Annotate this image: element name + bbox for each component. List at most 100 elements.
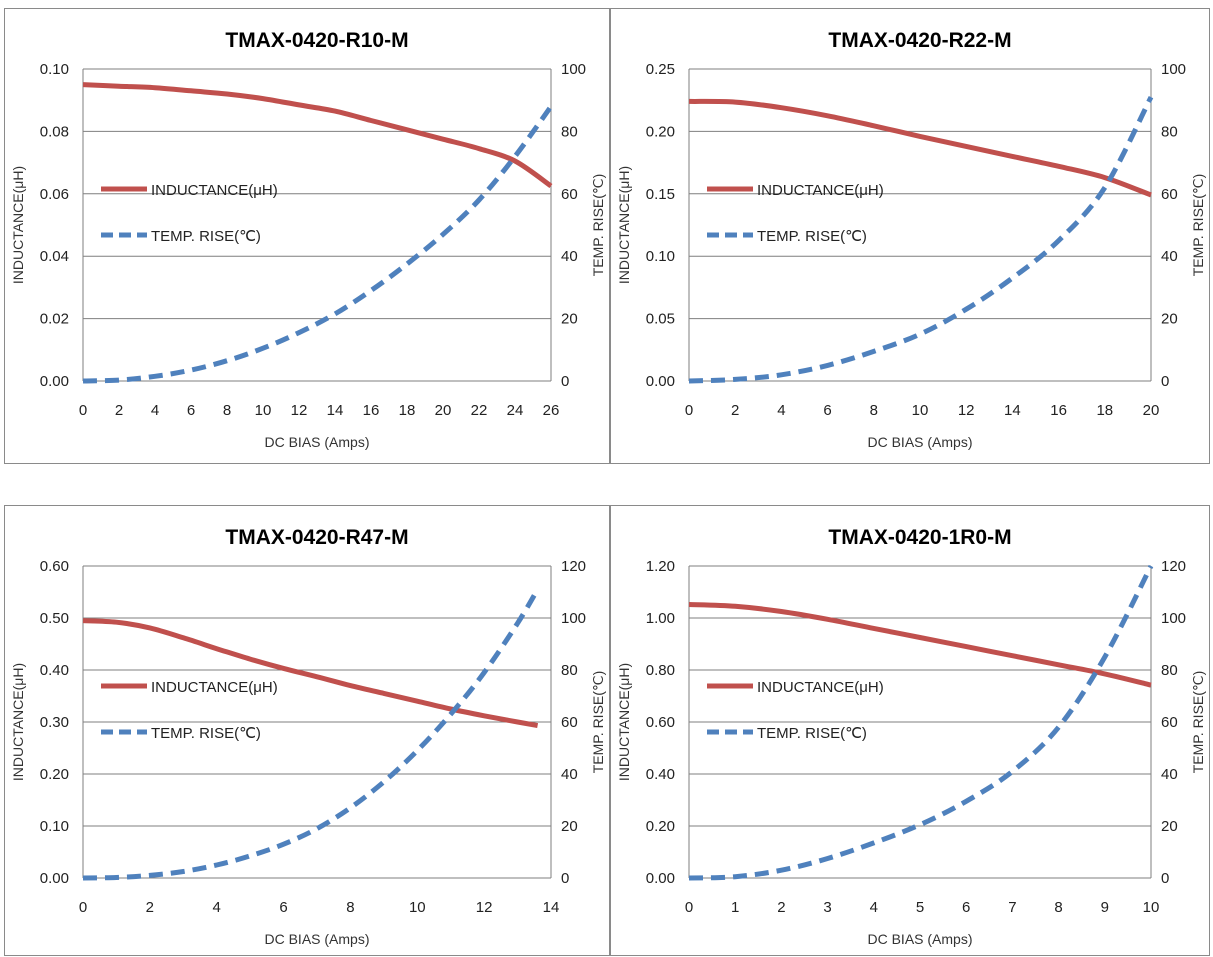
y2-axis-title: TEMP. RISE(℃) — [1190, 671, 1206, 774]
y2-tick-label: 0 — [561, 870, 569, 887]
x-tick-label: 6 — [823, 402, 831, 419]
chart-panel-r10: TMAX-0420-R10-M 0.00 0.02 0.04 0.06 0.08 0.10 0… — [4, 8, 610, 464]
y-axis-title: INDUCTANCE(μH) — [616, 663, 632, 781]
y2-tick-label: 60 — [561, 714, 578, 731]
x-tick-label: 14 — [327, 402, 344, 419]
x-tick-label: 8 — [870, 402, 878, 419]
x-tick-label: 3 — [823, 899, 831, 916]
y-tick-label: 0.04 — [40, 248, 69, 265]
y2-tick-label: 120 — [1161, 558, 1186, 575]
inductance-line — [688, 602, 1152, 688]
x-tick-label: 4 — [213, 899, 221, 916]
y-tick-label: 0.00 — [646, 870, 675, 887]
y2-tick-label: 20 — [1161, 818, 1178, 835]
x-tick-label: 7 — [1008, 899, 1016, 916]
x-tick-label: 10 — [409, 899, 426, 916]
y-tick-label: 1.00 — [646, 610, 675, 627]
y-tick-label: 0.02 — [40, 311, 69, 328]
y-tick-label: 0.05 — [646, 311, 675, 328]
x-tick-label: 2 — [777, 899, 785, 916]
x-tick-label: 0 — [685, 899, 693, 916]
y-tick-label: 0.60 — [646, 714, 675, 731]
x-tick-label: 12 — [476, 899, 493, 916]
y2-tick-label: 100 — [561, 61, 586, 78]
chart-title: TMAX-0420-1R0-M — [828, 526, 1011, 549]
chart-title: TMAX-0420-R22-M — [828, 29, 1011, 52]
x-axis-title: DC BIAS (Amps) — [867, 434, 972, 450]
y2-tick-label: 40 — [1161, 766, 1178, 783]
legend-label: INDUCTANCE(μH) — [757, 679, 884, 696]
x-tick-label: 10 — [255, 402, 272, 419]
y-tick-label: 0.40 — [40, 662, 69, 679]
y2-tick-label: 0 — [1161, 870, 1169, 887]
x-axis-title: DC BIAS (Amps) — [264, 434, 369, 450]
y-tick-label: 0.06 — [40, 186, 69, 203]
chart-panel-r22: TMAX-0420-R22-M 0.00 0.05 0.10 0.15 0.20 0.25 0… — [610, 8, 1210, 464]
chart-r47-svg: TMAX-0420-R47-M 0.00 0.10 0.20 0.30 0.40 0.50 0… — [10, 526, 606, 947]
y2-tick-label: 0 — [561, 373, 569, 390]
temp-rise-line — [688, 95, 1154, 384]
x-tick-label: 20 — [1143, 402, 1160, 419]
x-tick-label: 0 — [79, 402, 87, 419]
y2-tick-label: 100 — [1161, 61, 1186, 78]
x-tick-label: 10 — [912, 402, 929, 419]
temp-rise-line — [82, 588, 540, 881]
y2-tick-label: 60 — [561, 186, 578, 203]
x-tick-label: 2 — [731, 402, 739, 419]
y2-tick-label: 100 — [1161, 610, 1186, 627]
x-tick-label: 4 — [777, 402, 785, 419]
legend-label: TEMP. RISE(℃) — [757, 228, 867, 245]
y2-tick-label: 20 — [1161, 311, 1178, 328]
x-tick-label: 9 — [1101, 899, 1109, 916]
legend-label: TEMP. RISE(℃) — [757, 725, 867, 742]
temp-rise-line — [82, 104, 554, 384]
x-tick-label: 20 — [435, 402, 452, 419]
y-tick-label: 0.00 — [646, 373, 675, 390]
x-tick-label: 12 — [958, 402, 975, 419]
x-tick-label: 12 — [291, 402, 308, 419]
y-tick-label: 0.30 — [40, 714, 69, 731]
y-tick-label: 0.00 — [40, 373, 69, 390]
chart-r10-svg: TMAX-0420-R10-M 0.00 0.02 0.04 0.06 0.08 0.10 0… — [10, 29, 606, 450]
x-axis-title: DC BIAS (Amps) — [867, 931, 972, 947]
x-tick-label: 2 — [115, 402, 123, 419]
x-tick-label: 8 — [1054, 899, 1062, 916]
y2-axis-title: TEMP. RISE(℃) — [590, 671, 606, 774]
y-axis-title: INDUCTANCE(μH) — [10, 166, 26, 284]
inductance-line — [82, 82, 553, 189]
y2-tick-label: 20 — [561, 818, 578, 835]
x-tick-label: 26 — [543, 402, 560, 419]
y-tick-label: 0.40 — [646, 766, 675, 783]
y2-tick-label: 60 — [1161, 714, 1178, 731]
x-tick-label: 8 — [223, 402, 231, 419]
chart-title: TMAX-0420-R10-M — [225, 29, 408, 52]
x-tick-label: 6 — [187, 402, 195, 419]
x-tick-label: 2 — [146, 899, 154, 916]
y2-tick-label: 60 — [1161, 186, 1178, 203]
x-tick-label: 0 — [685, 402, 693, 419]
y2-axis-title: TEMP. RISE(℃) — [590, 174, 606, 277]
x-tick-label: 22 — [471, 402, 488, 419]
y2-tick-label: 80 — [1161, 662, 1178, 679]
legend-label: INDUCTANCE(μH) — [151, 679, 278, 696]
y-tick-label: 0.80 — [646, 662, 675, 679]
y-axis-title: INDUCTANCE(μH) — [10, 663, 26, 781]
y-tick-label: 0.15 — [646, 186, 675, 203]
y2-tick-label: 80 — [561, 123, 578, 140]
y2-tick-label: 80 — [1161, 123, 1178, 140]
x-tick-label: 10 — [1143, 899, 1160, 916]
x-tick-label: 6 — [279, 899, 287, 916]
y-axis-title: INDUCTANCE(μH) — [616, 166, 632, 284]
y2-tick-label: 40 — [1161, 248, 1178, 265]
y2-tick-label: 40 — [561, 248, 578, 265]
y-tick-label: 0.10 — [40, 61, 69, 78]
y2-tick-label: 20 — [561, 311, 578, 328]
x-tick-label: 6 — [962, 899, 970, 916]
x-tick-label: 24 — [507, 402, 524, 419]
inductance-line — [688, 98, 1152, 198]
y-tick-label: 1.20 — [646, 558, 675, 575]
y2-tick-label: 0 — [1161, 373, 1169, 390]
temp-rise-line — [688, 564, 1154, 881]
chart-title: TMAX-0420-R47-M — [225, 526, 408, 549]
x-tick-label: 14 — [543, 899, 560, 916]
